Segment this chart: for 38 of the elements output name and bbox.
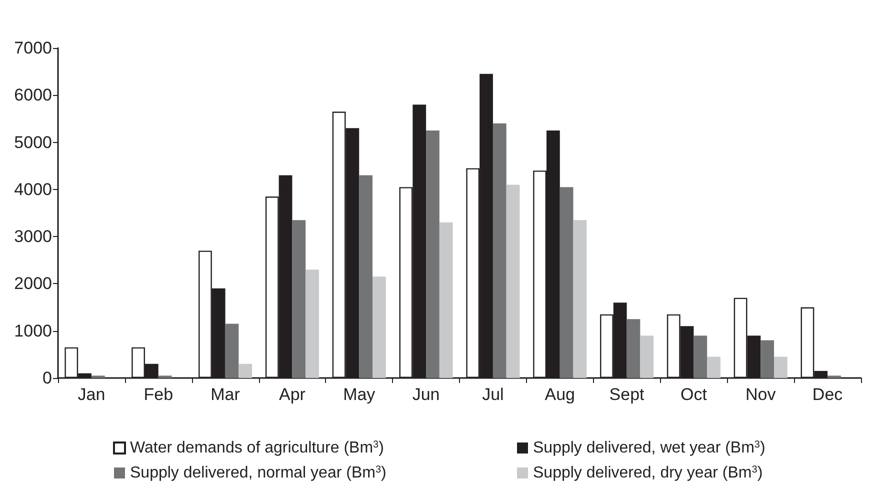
y-tick-label: 4000 [14,180,52,199]
bar [238,364,252,378]
bar [492,123,506,378]
bar [640,336,654,378]
y-tick-label: 5000 [14,132,52,152]
y-tick-label: 7000 [14,38,52,58]
bar [573,220,587,378]
bar [774,356,788,378]
bar [760,340,774,378]
y-tick-label: 2000 [14,274,52,294]
bar [439,222,453,378]
x-tick-label: Jun [412,385,440,404]
bar [426,130,440,378]
bar [626,319,640,378]
bar [359,175,373,378]
bar [225,324,239,378]
y-tick-label: 6000 [14,86,52,105]
x-tick-label: Feb [144,385,174,404]
bar [506,184,520,378]
x-tick-label: Mar [210,385,240,404]
y-tick-label: 1000 [14,321,52,340]
x-tick-label: Jul [482,385,504,404]
bar [372,276,386,378]
x-tick-label: Nov [746,385,776,404]
bar [560,187,574,378]
bar [694,336,708,378]
y-tick-label: 0 [42,368,52,388]
y-tick-label: 3000 [14,227,52,246]
bar [707,356,720,378]
bar [292,220,306,378]
x-tick-label: Apr [278,385,306,404]
x-tick-label: Dec [812,385,844,404]
bar [306,270,319,378]
x-tick-label: Aug [544,385,575,404]
x-tick-label: Jan [78,385,106,404]
x-tick-label: May [343,385,376,404]
x-tick-label: Oct [680,385,708,404]
x-tick-label: Sept [609,385,645,404]
